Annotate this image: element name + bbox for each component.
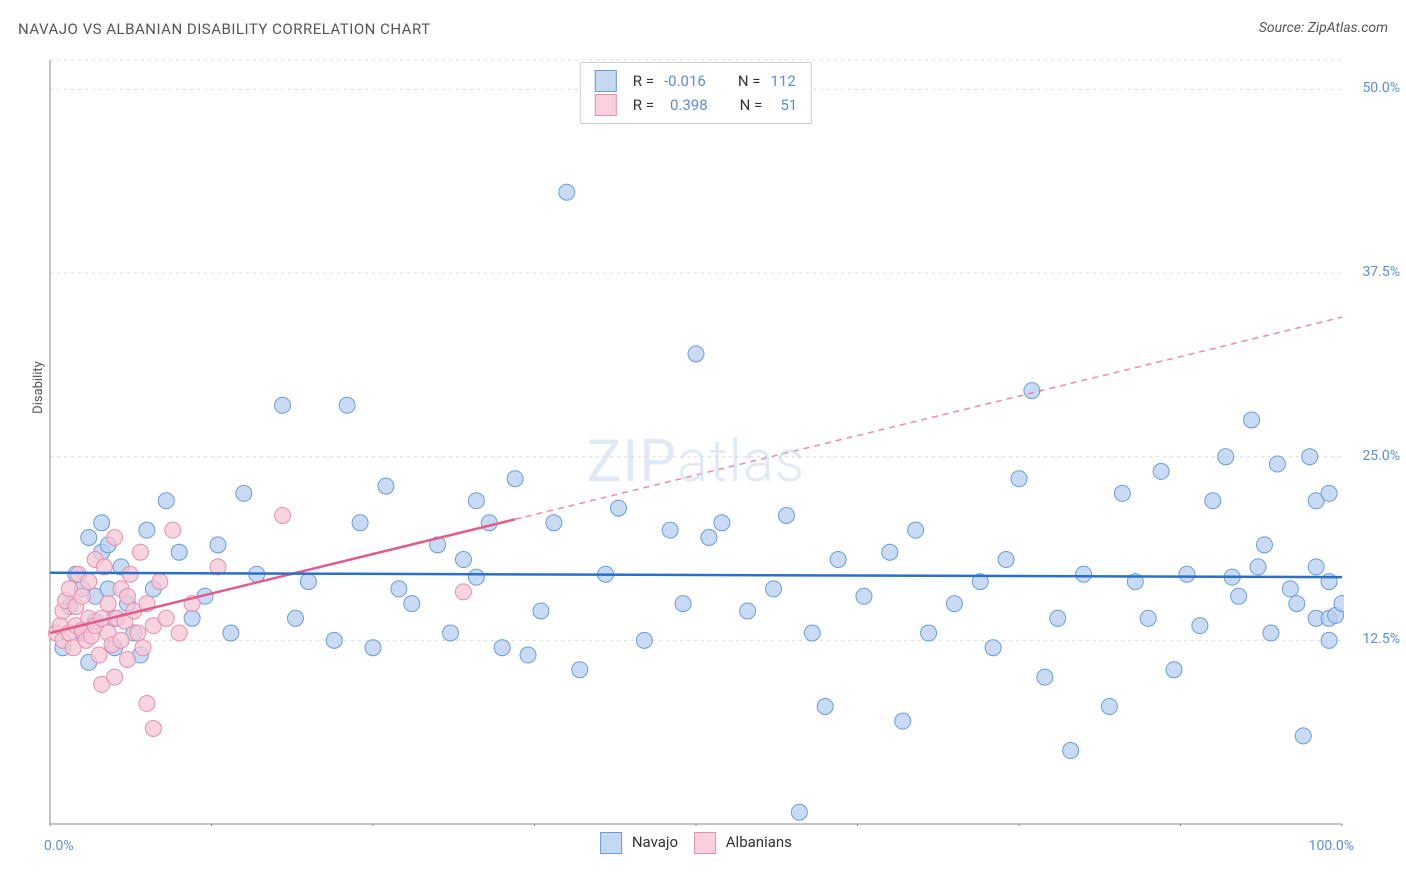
chart-title: NAVAJO VS ALBANIAN DISABILITY CORRELATIO… <box>18 20 1388 38</box>
legend-item-navajo: Navajo <box>600 832 678 854</box>
y-axis-label: Disability <box>31 361 46 414</box>
y-tick-label: 37.5% <box>1362 264 1400 280</box>
source-label: Source: ZipAtlas.com <box>1259 20 1388 36</box>
r-label: R = <box>633 93 654 117</box>
stats-legend: R = -0.016 N = 112 R = 0.398 N = 51 <box>580 62 812 124</box>
plot-svg <box>48 58 1344 826</box>
stats-row-albanians: R = 0.398 N = 51 <box>595 93 797 117</box>
y-tick-label: 12.5% <box>1362 631 1400 647</box>
n-label: N = <box>740 93 763 117</box>
bottom-legend: Navajo Albanians <box>600 832 792 854</box>
y-tick-label: 50.0% <box>1362 80 1400 96</box>
n-value-navajo: 112 <box>770 69 795 93</box>
legend-label-albanians: Albanians <box>726 833 792 851</box>
legend-item-albanians: Albanians <box>694 832 792 854</box>
swatch-albanians <box>694 832 716 854</box>
swatch-navajo <box>600 832 622 854</box>
n-value-albanians: 51 <box>780 93 797 117</box>
y-tick-label: 25.0% <box>1362 448 1400 464</box>
r-value-albanians: 0.398 <box>670 93 708 117</box>
scatter-plot: ZIPatlas R = -0.016 N = 112 R = 0.398 N … <box>48 58 1344 826</box>
r-value-navajo: -0.016 <box>664 69 706 93</box>
stats-row-navajo: R = -0.016 N = 112 <box>595 69 797 93</box>
x-max-label: 100.0% <box>1309 838 1354 854</box>
r-label: R = <box>633 69 654 93</box>
legend-label-navajo: Navajo <box>632 833 678 851</box>
swatch-navajo <box>595 70 617 92</box>
x-min-label: 0.0% <box>44 838 74 854</box>
swatch-albanians <box>595 94 617 116</box>
n-label: N = <box>738 69 761 93</box>
